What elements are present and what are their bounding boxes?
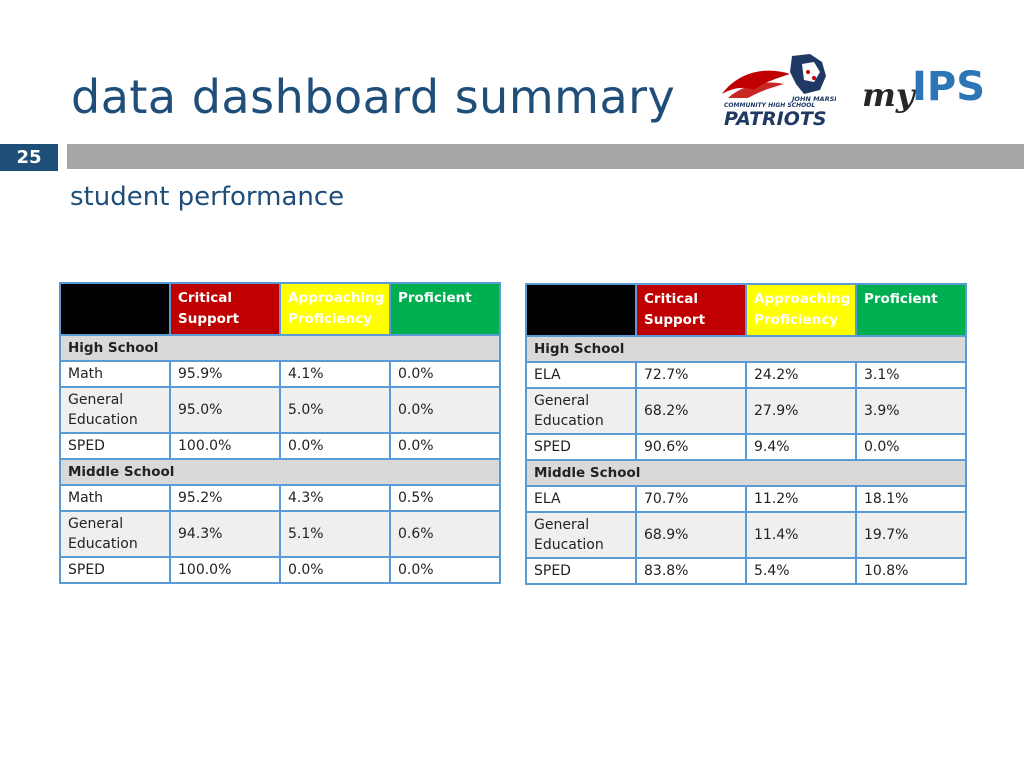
cell-proficient: 0.0% xyxy=(855,433,967,461)
cell-critical: 100.0% xyxy=(169,432,281,460)
col-header-proficient: Proficient xyxy=(855,283,967,337)
performance-table-left: Critical Support Approaching Proficiency… xyxy=(59,282,501,584)
row-subject: Math xyxy=(59,360,171,388)
cell-proficient: 0.5% xyxy=(389,484,501,512)
row-subject: General Education xyxy=(59,510,171,558)
row-subject: ELA xyxy=(525,485,637,513)
cell-approaching: 4.3% xyxy=(279,484,391,512)
col-header-approaching-proficiency: Approaching Proficiency xyxy=(745,283,857,337)
cell-approaching: 9.4% xyxy=(745,433,857,461)
cell-proficient: 3.1% xyxy=(855,361,967,389)
row-subject: SPED xyxy=(59,556,171,584)
cell-approaching: 5.4% xyxy=(745,557,857,585)
cell-proficient: 0.0% xyxy=(389,360,501,388)
section-label-high-school: High School xyxy=(59,334,501,362)
cell-approaching: 5.1% xyxy=(279,510,391,558)
row-subject: ELA xyxy=(525,361,637,389)
cell-proficient: 3.9% xyxy=(855,387,967,435)
school-logo-line2: COMMUNITY HIGH SCHOOL xyxy=(724,102,815,109)
cell-approaching: 0.0% xyxy=(279,556,391,584)
col-header-critical-support: Critical Support xyxy=(169,282,281,336)
section-subtitle: student performance xyxy=(70,182,345,212)
cell-critical: 95.2% xyxy=(169,484,281,512)
cell-approaching: 27.9% xyxy=(745,387,857,435)
cell-critical: 83.8% xyxy=(635,557,747,585)
table-corner-cell xyxy=(59,282,171,336)
cell-critical: 68.2% xyxy=(635,387,747,435)
col-header-proficient: Proficient xyxy=(389,282,501,336)
cell-approaching: 11.4% xyxy=(745,511,857,559)
row-subject: SPED xyxy=(59,432,171,460)
header-divider-bar xyxy=(67,144,1024,169)
cell-critical: 72.7% xyxy=(635,361,747,389)
page-title: data dashboard summary xyxy=(71,70,676,124)
patriots-school-logo: JOHN MARSHALL COMMUNITY HIGH SCHOOL PATR… xyxy=(722,54,836,130)
school-logo-name: PATRIOTS xyxy=(724,108,827,130)
performance-table-right: Critical Support Approaching Proficiency… xyxy=(525,283,967,585)
cell-critical: 90.6% xyxy=(635,433,747,461)
section-label-middle-school: Middle School xyxy=(59,458,501,486)
cell-critical: 68.9% xyxy=(635,511,747,559)
row-subject: SPED xyxy=(525,557,637,585)
cell-approaching: 5.0% xyxy=(279,386,391,434)
section-label-high-school: High School xyxy=(525,335,967,363)
section-label-middle-school: Middle School xyxy=(525,459,967,487)
cell-approaching: 4.1% xyxy=(279,360,391,388)
myips-district-logo: my IPS xyxy=(862,64,985,114)
cell-approaching: 11.2% xyxy=(745,485,857,513)
row-subject: Math xyxy=(59,484,171,512)
cell-proficient: 0.0% xyxy=(389,556,501,584)
cell-proficient: 0.0% xyxy=(389,432,501,460)
cell-proficient: 0.6% xyxy=(389,510,501,558)
cell-proficient: 0.0% xyxy=(389,386,501,434)
flag-swoosh-icon xyxy=(722,70,790,94)
slide-number: 25 xyxy=(0,144,58,171)
col-header-approaching-proficiency: Approaching Proficiency xyxy=(279,282,391,336)
school-logo-line1: JOHN MARSHALL xyxy=(790,95,836,103)
myips-logo-name: IPS xyxy=(912,64,985,110)
row-subject: General Education xyxy=(59,386,171,434)
cell-critical: 100.0% xyxy=(169,556,281,584)
cell-proficient: 18.1% xyxy=(855,485,967,513)
row-subject: General Education xyxy=(525,387,637,435)
cell-approaching: 0.0% xyxy=(279,432,391,460)
cell-approaching: 24.2% xyxy=(745,361,857,389)
cell-critical: 70.7% xyxy=(635,485,747,513)
cell-proficient: 19.7% xyxy=(855,511,967,559)
row-subject: SPED xyxy=(525,433,637,461)
cell-critical: 95.9% xyxy=(169,360,281,388)
table-corner-cell xyxy=(525,283,637,337)
cell-critical: 95.0% xyxy=(169,386,281,434)
myips-logo-prefix: my xyxy=(862,76,917,114)
cell-proficient: 10.8% xyxy=(855,557,967,585)
cell-critical: 94.3% xyxy=(169,510,281,558)
col-header-critical-support: Critical Support xyxy=(635,283,747,337)
row-subject: General Education xyxy=(525,511,637,559)
